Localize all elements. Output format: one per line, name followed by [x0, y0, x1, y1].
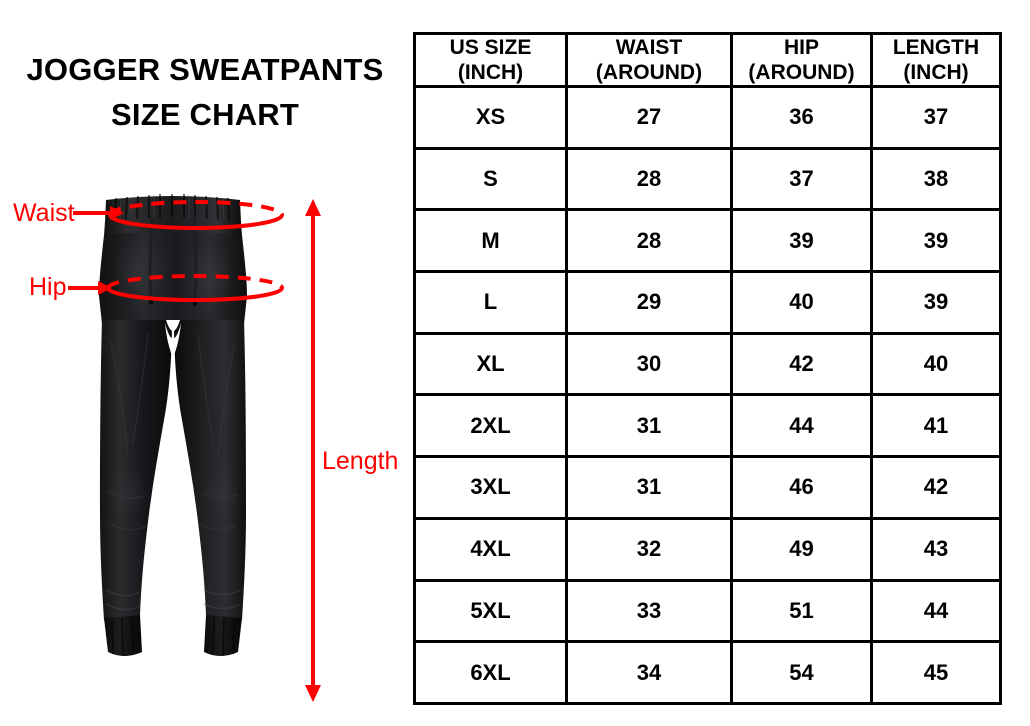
cell-length: 44: [870, 578, 1002, 644]
cell-waist: 30: [565, 331, 733, 397]
cell-hip: 46: [730, 455, 873, 520]
column-header-waist: WAIST (AROUND): [565, 32, 733, 88]
cell-waist: 27: [565, 85, 733, 150]
table-row: S 28 37 38: [413, 146, 1002, 212]
column-header-us-size: US SIZE (INCH): [413, 32, 568, 88]
cell-waist: 31: [565, 393, 733, 459]
cell-length: 37: [870, 85, 1002, 150]
cell-size: 2XL: [413, 393, 568, 459]
cell-waist: 33: [565, 578, 733, 644]
cell-size: M: [413, 208, 568, 274]
hip-label: Hip: [29, 273, 67, 301]
cell-hip: 51: [730, 578, 873, 644]
cell-hip: 49: [730, 516, 873, 582]
cell-size: XL: [413, 331, 568, 397]
cell-waist: 28: [565, 208, 733, 274]
table-row: L 29 40 39: [413, 270, 1002, 335]
column-header-hip: HIP (AROUND): [730, 32, 873, 88]
cell-hip: 54: [730, 640, 873, 705]
cell-length: 41: [870, 393, 1002, 459]
table-row: M 28 39 39: [413, 208, 1002, 274]
column-header-length-line-1: LENGTH: [892, 36, 980, 59]
cell-length: 40: [870, 331, 1002, 397]
column-header-us-size-line-2: (INCH): [457, 61, 524, 84]
column-header-length: LENGTH (INCH): [870, 32, 1002, 88]
cell-size: L: [413, 270, 568, 335]
cell-length: 39: [870, 208, 1002, 274]
table-row: 5XL 33 51 44: [413, 578, 1002, 644]
cell-size: XS: [413, 85, 568, 150]
table-row: XS 27 36 37: [413, 85, 1002, 150]
cell-size: 5XL: [413, 578, 568, 644]
size-table-container: US SIZE (INCH) WAIST (AROUND) HIP (AROUN…: [413, 32, 1002, 705]
page-title-line-1: JOGGER SWEATPANTS: [26, 52, 384, 87]
cell-size: 6XL: [413, 640, 568, 705]
page-title: JOGGER SWEATPANTS SIZE CHART: [0, 47, 410, 137]
column-header-hip-line-2: (AROUND): [748, 61, 855, 84]
cell-size: 3XL: [413, 455, 568, 520]
table-row: 4XL 32 49 43: [413, 516, 1002, 582]
cell-hip: 44: [730, 393, 873, 459]
cell-waist: 29: [565, 270, 733, 335]
page-title-line-2: SIZE CHART: [111, 97, 299, 132]
cell-length: 42: [870, 455, 1002, 520]
cell-size: S: [413, 146, 568, 212]
column-header-length-line-2: (INCH): [903, 61, 969, 84]
cell-length: 38: [870, 146, 1002, 212]
size-table: US SIZE (INCH) WAIST (AROUND) HIP (AROUN…: [413, 32, 1002, 705]
column-header-waist-line-2: (AROUND): [595, 61, 703, 84]
cell-hip: 42: [730, 331, 873, 397]
column-header-hip-line-1: HIP: [783, 36, 819, 59]
table-row: 2XL 31 44 41: [413, 393, 1002, 459]
cell-length: 43: [870, 516, 1002, 582]
cell-length: 45: [870, 640, 1002, 705]
jogger-sweatpants-illustration: [48, 192, 298, 704]
cell-hip: 36: [730, 85, 873, 150]
table-row: 6XL 34 54 45: [413, 640, 1002, 705]
cell-waist: 31: [565, 455, 733, 520]
column-header-waist-line-1: WAIST: [615, 36, 683, 59]
waist-label: Waist: [13, 199, 75, 227]
table-row: XL 30 42 40: [413, 331, 1002, 397]
cell-waist: 32: [565, 516, 733, 582]
illustration-panel: JOGGER SWEATPANTS SIZE CHART: [0, 0, 413, 726]
cell-hip: 39: [730, 208, 873, 274]
table-row: 3XL 31 46 42: [413, 455, 1002, 520]
cell-waist: 28: [565, 146, 733, 212]
cell-size: 4XL: [413, 516, 568, 582]
table-header-row: US SIZE (INCH) WAIST (AROUND) HIP (AROUN…: [413, 32, 1002, 88]
cell-waist: 34: [565, 640, 733, 705]
length-label: Length: [322, 447, 399, 475]
length-double-arrow: [305, 199, 321, 702]
cell-hip: 40: [730, 270, 873, 335]
cell-length: 39: [870, 270, 1002, 335]
cell-hip: 37: [730, 146, 873, 212]
column-header-us-size-line-1: US SIZE: [449, 36, 532, 59]
